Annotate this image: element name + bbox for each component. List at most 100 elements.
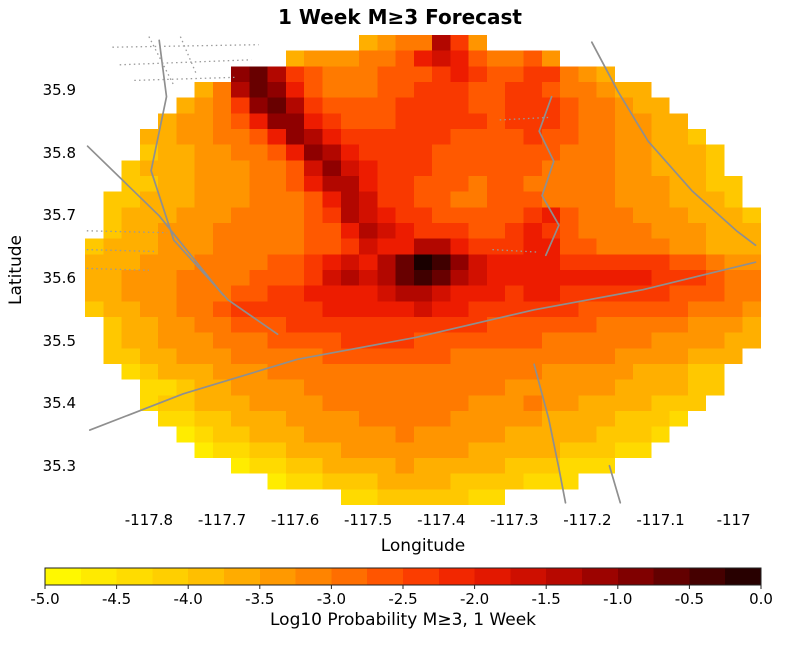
heatmap-cell bbox=[560, 129, 579, 145]
heatmap-cell bbox=[267, 426, 286, 443]
heatmap-cell bbox=[267, 348, 286, 364]
heatmap-cell bbox=[669, 160, 688, 176]
heatmap-cell bbox=[267, 160, 286, 176]
heatmap-cell bbox=[651, 332, 670, 349]
heatmap-cell bbox=[158, 176, 177, 192]
heatmap-cell bbox=[304, 364, 323, 380]
heatmap-cell bbox=[340, 97, 360, 114]
fault-line bbox=[86, 145, 224, 296]
heatmap-cell bbox=[413, 426, 433, 443]
heatmap-cell bbox=[103, 285, 122, 302]
heatmap-cell bbox=[249, 129, 268, 145]
heatmap-cell bbox=[724, 301, 743, 317]
heatmap-cell bbox=[158, 144, 177, 161]
heatmap-cell bbox=[468, 97, 487, 114]
heatmap-cell bbox=[742, 285, 761, 302]
heatmap-cell bbox=[596, 223, 615, 239]
chart-title: 1 Week M≥3 Forecast bbox=[278, 5, 522, 29]
colorbar-segment bbox=[80, 568, 117, 585]
heatmap-cell bbox=[194, 364, 213, 380]
fault-line-dotted bbox=[134, 76, 237, 82]
heatmap-cell bbox=[450, 395, 469, 411]
heatmap-cell bbox=[212, 332, 232, 349]
colorbar-tick-label: -4.5 bbox=[101, 590, 132, 608]
heatmap-cell bbox=[322, 50, 341, 67]
heatmap-cell bbox=[304, 144, 323, 161]
heatmap-cell bbox=[432, 97, 451, 114]
heatmap-cell bbox=[560, 411, 579, 427]
heatmap-cell bbox=[486, 270, 506, 286]
heatmap-cell bbox=[285, 97, 305, 114]
heatmap-cell bbox=[687, 207, 707, 223]
heatmap-cell bbox=[359, 442, 378, 458]
heatmap-cell bbox=[614, 129, 634, 145]
heatmap-cell bbox=[669, 254, 688, 270]
heatmap-cell bbox=[377, 285, 396, 302]
heatmap-cell bbox=[596, 395, 615, 411]
heatmap-cell bbox=[614, 144, 634, 161]
heatmap-cell bbox=[249, 317, 268, 333]
heatmap-cell bbox=[249, 66, 268, 82]
heatmap-cell bbox=[285, 348, 305, 364]
heatmap-cell bbox=[176, 285, 195, 302]
y-tick-label: 35.6 bbox=[42, 268, 76, 287]
x-axis-label: Longitude bbox=[380, 536, 466, 556]
heatmap-cell bbox=[231, 317, 250, 333]
heatmap-cell bbox=[541, 348, 561, 364]
colorbar-segment bbox=[653, 568, 690, 585]
heatmap-cell bbox=[377, 411, 396, 427]
heatmap-cell bbox=[432, 332, 451, 349]
heatmap-cell bbox=[560, 97, 579, 114]
heatmap-cell bbox=[359, 66, 378, 82]
heatmap-cell bbox=[432, 191, 451, 208]
colorbar-segment bbox=[403, 568, 439, 585]
heatmap-cell bbox=[194, 411, 213, 427]
heatmap-cell bbox=[523, 426, 542, 443]
heatmap-cell bbox=[578, 207, 597, 223]
heatmap-cell bbox=[651, 191, 670, 208]
heatmap-cell bbox=[340, 473, 360, 490]
heatmap-cell bbox=[395, 270, 414, 286]
heatmap-cell bbox=[377, 35, 396, 51]
heatmap-cell bbox=[541, 332, 561, 349]
heatmap-cell bbox=[505, 442, 524, 458]
colorbar-segment bbox=[367, 568, 403, 585]
heatmap-cell bbox=[669, 285, 688, 302]
heatmap-cell bbox=[176, 332, 195, 349]
heatmap-cell bbox=[413, 489, 433, 505]
heatmap-cell bbox=[267, 254, 286, 270]
heatmap-cell bbox=[523, 50, 542, 67]
heatmap-cell bbox=[560, 364, 579, 380]
heatmap-cell bbox=[249, 144, 268, 161]
heatmap-cell bbox=[322, 285, 341, 302]
heatmap-cell bbox=[614, 411, 634, 427]
heatmap-cell bbox=[614, 254, 634, 270]
heatmap-cell bbox=[413, 395, 433, 411]
heatmap-cell bbox=[413, 160, 433, 176]
heatmap-cell bbox=[468, 50, 487, 67]
heatmap-cell bbox=[505, 317, 524, 333]
heatmap-cell bbox=[596, 270, 615, 286]
heatmap-cell bbox=[651, 238, 670, 255]
heatmap-cell bbox=[85, 285, 104, 302]
colorbar-tick-label: -3.0 bbox=[316, 590, 347, 608]
heatmap-cell bbox=[742, 254, 761, 270]
heatmap-cell bbox=[304, 176, 323, 192]
heatmap-cell bbox=[194, 129, 213, 145]
heatmap-cell bbox=[413, 66, 433, 82]
heatmap-cell bbox=[523, 442, 542, 458]
heatmap-cell bbox=[413, 301, 433, 317]
heatmap-cell bbox=[523, 458, 542, 474]
heatmap-cell bbox=[706, 364, 725, 380]
heatmap-cell bbox=[194, 176, 213, 192]
heatmap-cell bbox=[523, 223, 542, 239]
colorbar-tick-label: 0.0 bbox=[749, 590, 773, 608]
heatmap-cell bbox=[194, 332, 213, 349]
fault-line-dotted bbox=[86, 267, 149, 271]
heatmap-cell bbox=[432, 364, 451, 380]
heatmap-cell bbox=[194, 270, 213, 286]
heatmap-cell bbox=[450, 442, 469, 458]
heatmap-cell bbox=[249, 176, 268, 192]
heatmap-cell bbox=[450, 379, 469, 396]
heatmap-cell bbox=[340, 395, 360, 411]
